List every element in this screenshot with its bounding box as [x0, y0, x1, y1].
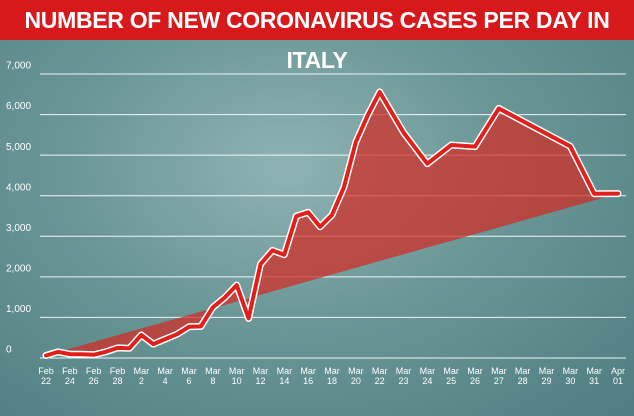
x-tick-label: Mar 8	[205, 366, 221, 386]
x-tick-label: Mar 27	[491, 366, 507, 386]
chart-title: NUMBER OF NEW CORONAVIRUS CASES PER DAY …	[0, 0, 634, 73]
x-tick-label: Mar 28	[514, 366, 531, 386]
y-tick-label: 1,000	[6, 304, 31, 315]
y-tick-label: 7,000	[6, 61, 31, 72]
x-tick-label: Mar 29	[538, 366, 555, 386]
x-tick-label: Mar 16	[300, 366, 316, 386]
x-tick-label: Mar 4	[157, 366, 173, 386]
line	[44, 90, 620, 358]
y-tick-label: 4,000	[6, 182, 31, 193]
y-tick-label: 5,000	[6, 142, 31, 153]
x-tick-label: Feb 22	[38, 366, 54, 386]
x-tick-label: Mar 22	[371, 366, 388, 386]
x-tick-label: Mar 2	[133, 366, 150, 386]
x-tick-label: Apr 01	[610, 366, 625, 386]
x-tick-label: Mar 20	[348, 366, 364, 386]
y-tick-label: 2,000	[6, 263, 31, 274]
x-tick-label: Mar 6	[181, 366, 197, 386]
y-tick-label: 0	[6, 345, 12, 356]
y-tick-label: 3,000	[6, 223, 31, 234]
x-tick-label: Feb 26	[85, 366, 102, 386]
x-tick-label: Feb 24	[62, 366, 78, 386]
x-tick-label: Mar 25	[443, 366, 459, 386]
x-tick-label: Mar 14	[276, 366, 293, 386]
x-tick-label: Feb 28	[109, 366, 126, 386]
x-tick-label: Mar 31	[586, 366, 602, 386]
x-tick-label: Mar 24	[419, 366, 436, 386]
x-tick-label: Mar 26	[467, 366, 483, 386]
x-tick-label: Mar 30	[562, 366, 579, 386]
x-tick-label: Mar 10	[228, 366, 245, 386]
y-tick-label: 6,000	[6, 101, 31, 112]
x-tick-label: Mar 18	[324, 366, 340, 386]
area	[46, 92, 618, 356]
x-tick-label: Mar 12	[252, 366, 269, 386]
x-tick-label: Mar 23	[395, 366, 412, 386]
